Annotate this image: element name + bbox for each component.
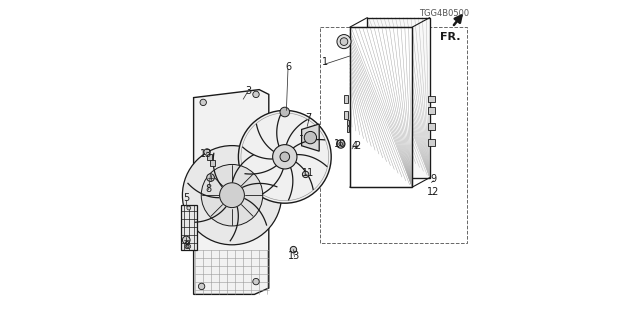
Bar [210,160,215,166]
Bar [428,139,435,146]
Text: 3: 3 [245,86,251,96]
Circle shape [182,236,190,244]
Circle shape [207,174,214,181]
Text: 12: 12 [428,187,440,197]
Circle shape [187,244,191,248]
Bar [181,205,197,250]
Bar [344,111,349,119]
Text: 10: 10 [333,139,346,149]
Bar [347,120,349,125]
Text: 1: 1 [323,57,328,68]
Bar [344,95,349,103]
Text: 9: 9 [431,174,436,184]
Text: 13: 13 [200,148,212,159]
Text: 5: 5 [183,193,189,204]
Bar [207,154,212,160]
Circle shape [220,183,244,208]
Text: TGG4B0500: TGG4B0500 [419,9,468,18]
Circle shape [201,164,263,226]
Bar [349,27,412,187]
Circle shape [337,35,351,49]
Polygon shape [193,90,269,294]
Text: 13: 13 [288,251,301,261]
Bar [367,18,430,178]
Circle shape [204,149,210,155]
Polygon shape [301,124,319,151]
Bar [347,126,349,132]
Circle shape [337,140,345,148]
Circle shape [273,145,297,169]
Text: 6: 6 [285,62,291,72]
Circle shape [280,107,290,117]
Circle shape [303,171,309,178]
Text: 8: 8 [205,184,212,194]
Bar [349,27,412,187]
Circle shape [253,278,259,285]
Circle shape [340,38,348,45]
Circle shape [182,146,282,245]
Circle shape [198,283,205,290]
Circle shape [291,246,297,253]
Text: 7: 7 [306,113,312,124]
Circle shape [339,142,343,146]
Circle shape [304,132,317,144]
Circle shape [238,110,332,203]
Bar [428,107,435,114]
Circle shape [253,91,259,98]
Bar [428,123,435,130]
Bar [320,27,467,243]
Text: 11: 11 [301,168,314,178]
Bar [428,96,435,102]
Text: FR.: FR. [440,32,461,42]
Text: 8: 8 [183,241,189,252]
Text: 2: 2 [355,140,361,151]
Text: 4: 4 [351,140,357,151]
Circle shape [187,206,191,210]
Circle shape [200,99,206,106]
Circle shape [280,152,290,162]
Bar [367,18,430,178]
